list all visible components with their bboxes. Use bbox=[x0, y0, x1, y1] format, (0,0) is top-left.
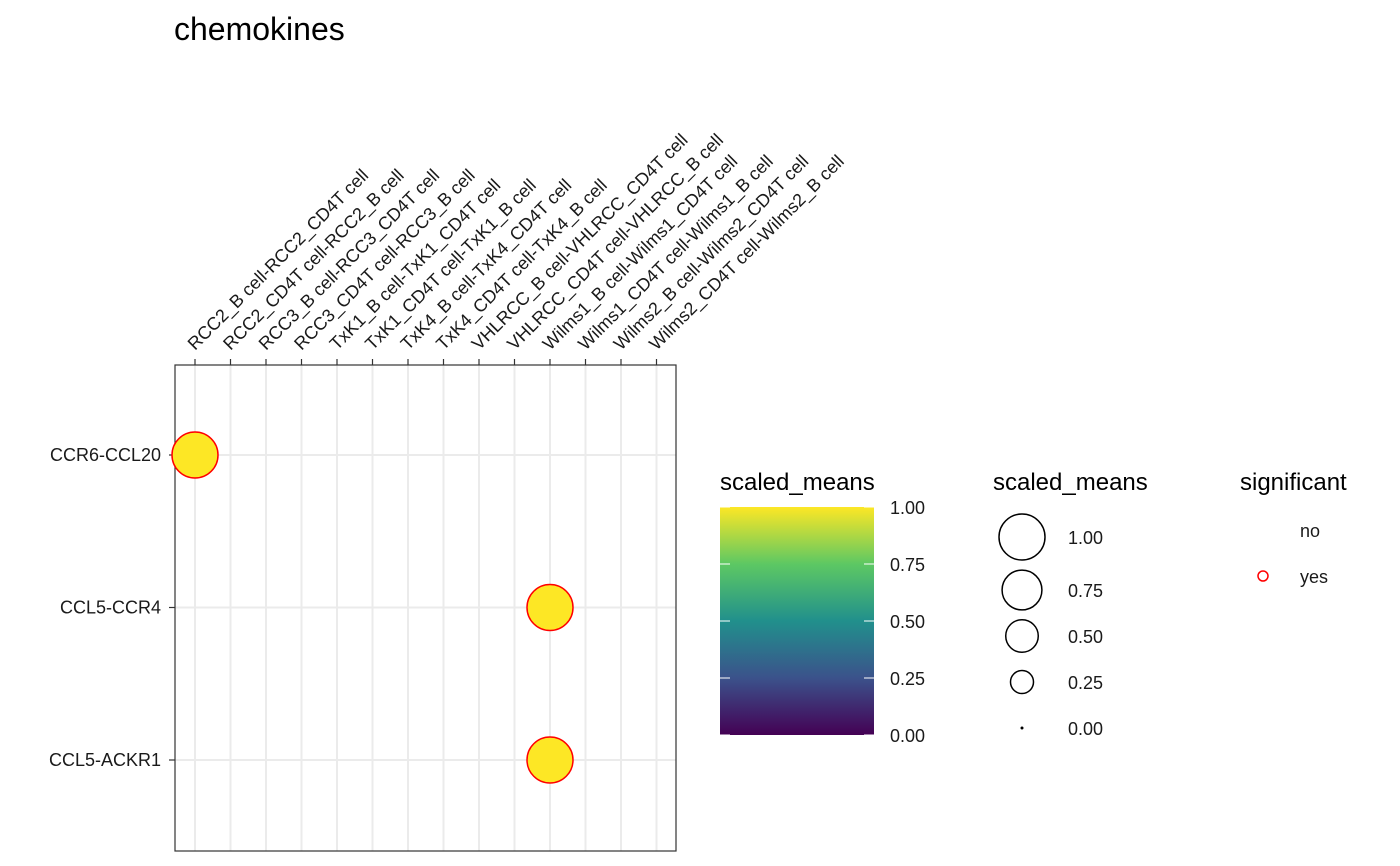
legends: scaled_means 1.00 0.75 0.50 0.25 0.00 scaled_m… bbox=[720, 469, 1347, 746]
y-tick-label: CCL5-CCR4 bbox=[60, 598, 161, 618]
y-tick-label: CCL5-ACKR1 bbox=[49, 750, 161, 770]
size-legend-label: 0.50 bbox=[1068, 627, 1103, 647]
data-point bbox=[171, 431, 219, 479]
size-legend-key bbox=[1009, 669, 1035, 695]
size-legend-key bbox=[1020, 726, 1024, 730]
data-point bbox=[526, 736, 574, 784]
colorbar-label: 0.75 bbox=[890, 555, 925, 575]
y-tick-label: CCR6-CCL20 bbox=[50, 445, 161, 465]
size-legend-label: 1.00 bbox=[1068, 528, 1103, 548]
colorbar-label: 0.00 bbox=[890, 726, 925, 746]
significant-legend-key bbox=[1257, 570, 1269, 582]
colorbar bbox=[720, 507, 874, 735]
significant-legend-label: yes bbox=[1300, 567, 1328, 587]
chart-title: chemokines bbox=[174, 11, 345, 47]
color-legend-title: scaled_means bbox=[720, 469, 875, 496]
significant-legend-title: significant bbox=[1240, 469, 1347, 496]
data-point bbox=[526, 583, 574, 632]
size-legend-label: 0.75 bbox=[1068, 581, 1103, 601]
size-legend-label: 0.00 bbox=[1068, 719, 1103, 739]
significant-legend-label: no bbox=[1300, 521, 1320, 541]
size-legend-key bbox=[1001, 569, 1043, 611]
colorbar-label: 1.00 bbox=[890, 498, 925, 518]
colorbar-label: 0.50 bbox=[890, 612, 925, 632]
size-legend-label: 0.25 bbox=[1068, 673, 1103, 693]
size-legend-key bbox=[998, 513, 1046, 561]
size-legend-title: scaled_means bbox=[993, 469, 1148, 496]
size-legend-key bbox=[1004, 618, 1040, 654]
colorbar-label: 0.25 bbox=[890, 669, 925, 689]
